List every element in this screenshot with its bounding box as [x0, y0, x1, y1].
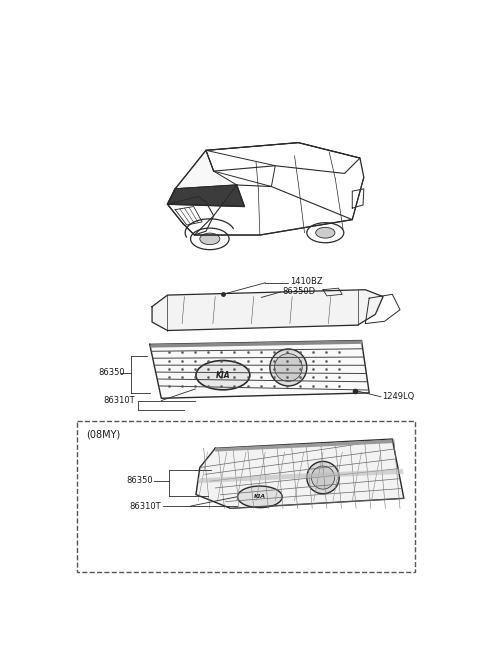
Ellipse shape — [275, 354, 302, 381]
Text: KIA: KIA — [216, 371, 230, 380]
Ellipse shape — [307, 461, 339, 494]
Text: 86310T: 86310T — [104, 396, 135, 405]
Ellipse shape — [270, 349, 307, 386]
Polygon shape — [150, 340, 369, 398]
Polygon shape — [152, 290, 383, 331]
Polygon shape — [196, 439, 404, 508]
Text: 86310T: 86310T — [129, 502, 161, 510]
Polygon shape — [175, 150, 237, 189]
Ellipse shape — [200, 233, 220, 245]
Ellipse shape — [312, 466, 335, 489]
Polygon shape — [168, 185, 244, 207]
Text: 86350D: 86350D — [282, 287, 315, 296]
Text: 1410BZ: 1410BZ — [290, 277, 323, 287]
Text: 86350: 86350 — [127, 476, 153, 485]
Text: KIA: KIA — [254, 495, 266, 499]
Text: (08MY): (08MY) — [86, 430, 120, 440]
Ellipse shape — [238, 486, 282, 508]
Text: 1249LQ: 1249LQ — [382, 392, 415, 401]
Text: 86350: 86350 — [98, 369, 125, 377]
Ellipse shape — [196, 361, 250, 390]
Ellipse shape — [316, 228, 335, 238]
